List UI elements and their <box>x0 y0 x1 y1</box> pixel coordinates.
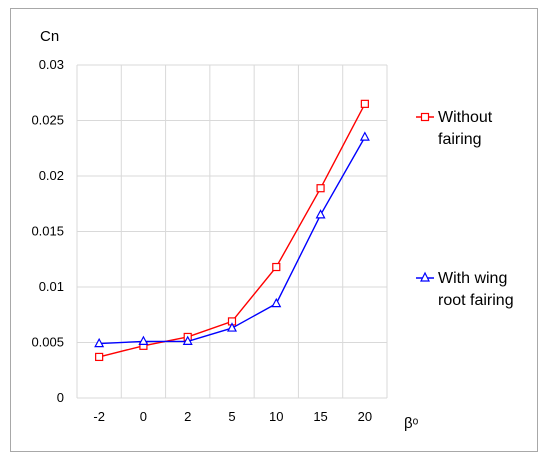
data-point <box>272 262 281 272</box>
legend-label: Without <box>438 109 493 126</box>
legend-marker <box>420 271 430 282</box>
data-point <box>138 335 149 345</box>
y-tick-label: 0 <box>57 390 64 405</box>
y-tick-label: 0.01 <box>39 279 64 294</box>
x-tick-labels: -2 0 2 5 10 15 20 <box>93 409 372 424</box>
x-tick-label: -2 <box>93 409 105 424</box>
data-point <box>95 352 104 362</box>
data-point <box>316 184 325 193</box>
x-tick-label: 10 <box>269 409 283 424</box>
y-tick-label: 0.005 <box>31 335 64 350</box>
legend-label: fairing <box>438 131 482 148</box>
x-tick-label: 2 <box>184 409 191 424</box>
data-point <box>182 335 193 345</box>
series-line <box>99 136 366 345</box>
legend-marker <box>420 112 430 122</box>
legend-item-2: With wing root fairing <box>416 270 514 309</box>
data-point <box>94 337 105 348</box>
x-tick-label: 15 <box>313 409 327 424</box>
data-point <box>227 322 237 332</box>
x-tick-label: 20 <box>358 409 372 424</box>
legend-label: root fairing <box>438 292 514 309</box>
data-point <box>315 209 326 219</box>
x-tick-label: 0 <box>140 409 147 424</box>
y-axis-label: Cn <box>40 28 59 45</box>
legend-label: With wing <box>438 270 507 287</box>
y-tick-labels: 0 0.005 0.01 0.015 0.02 0.025 0.03 <box>31 57 64 405</box>
series-group <box>94 99 370 362</box>
x-tick-label: 5 <box>228 409 235 424</box>
y-tick-label: 0.015 <box>31 224 64 239</box>
legend-item-1: Without fairing <box>416 109 493 148</box>
chart-frame <box>10 8 538 452</box>
y-tick-label: 0.02 <box>39 168 64 183</box>
data-point <box>359 131 370 141</box>
series-2 <box>94 131 370 348</box>
legend: Without fairing With wing root fairing <box>416 109 514 309</box>
y-tick-label: 0.025 <box>31 113 64 128</box>
x-axis-label: βᵒ <box>404 415 419 432</box>
grid <box>76 64 388 399</box>
data-point <box>360 99 369 108</box>
data-point <box>271 297 282 308</box>
y-tick-label: 0.03 <box>39 57 64 72</box>
series-1 <box>95 99 369 362</box>
